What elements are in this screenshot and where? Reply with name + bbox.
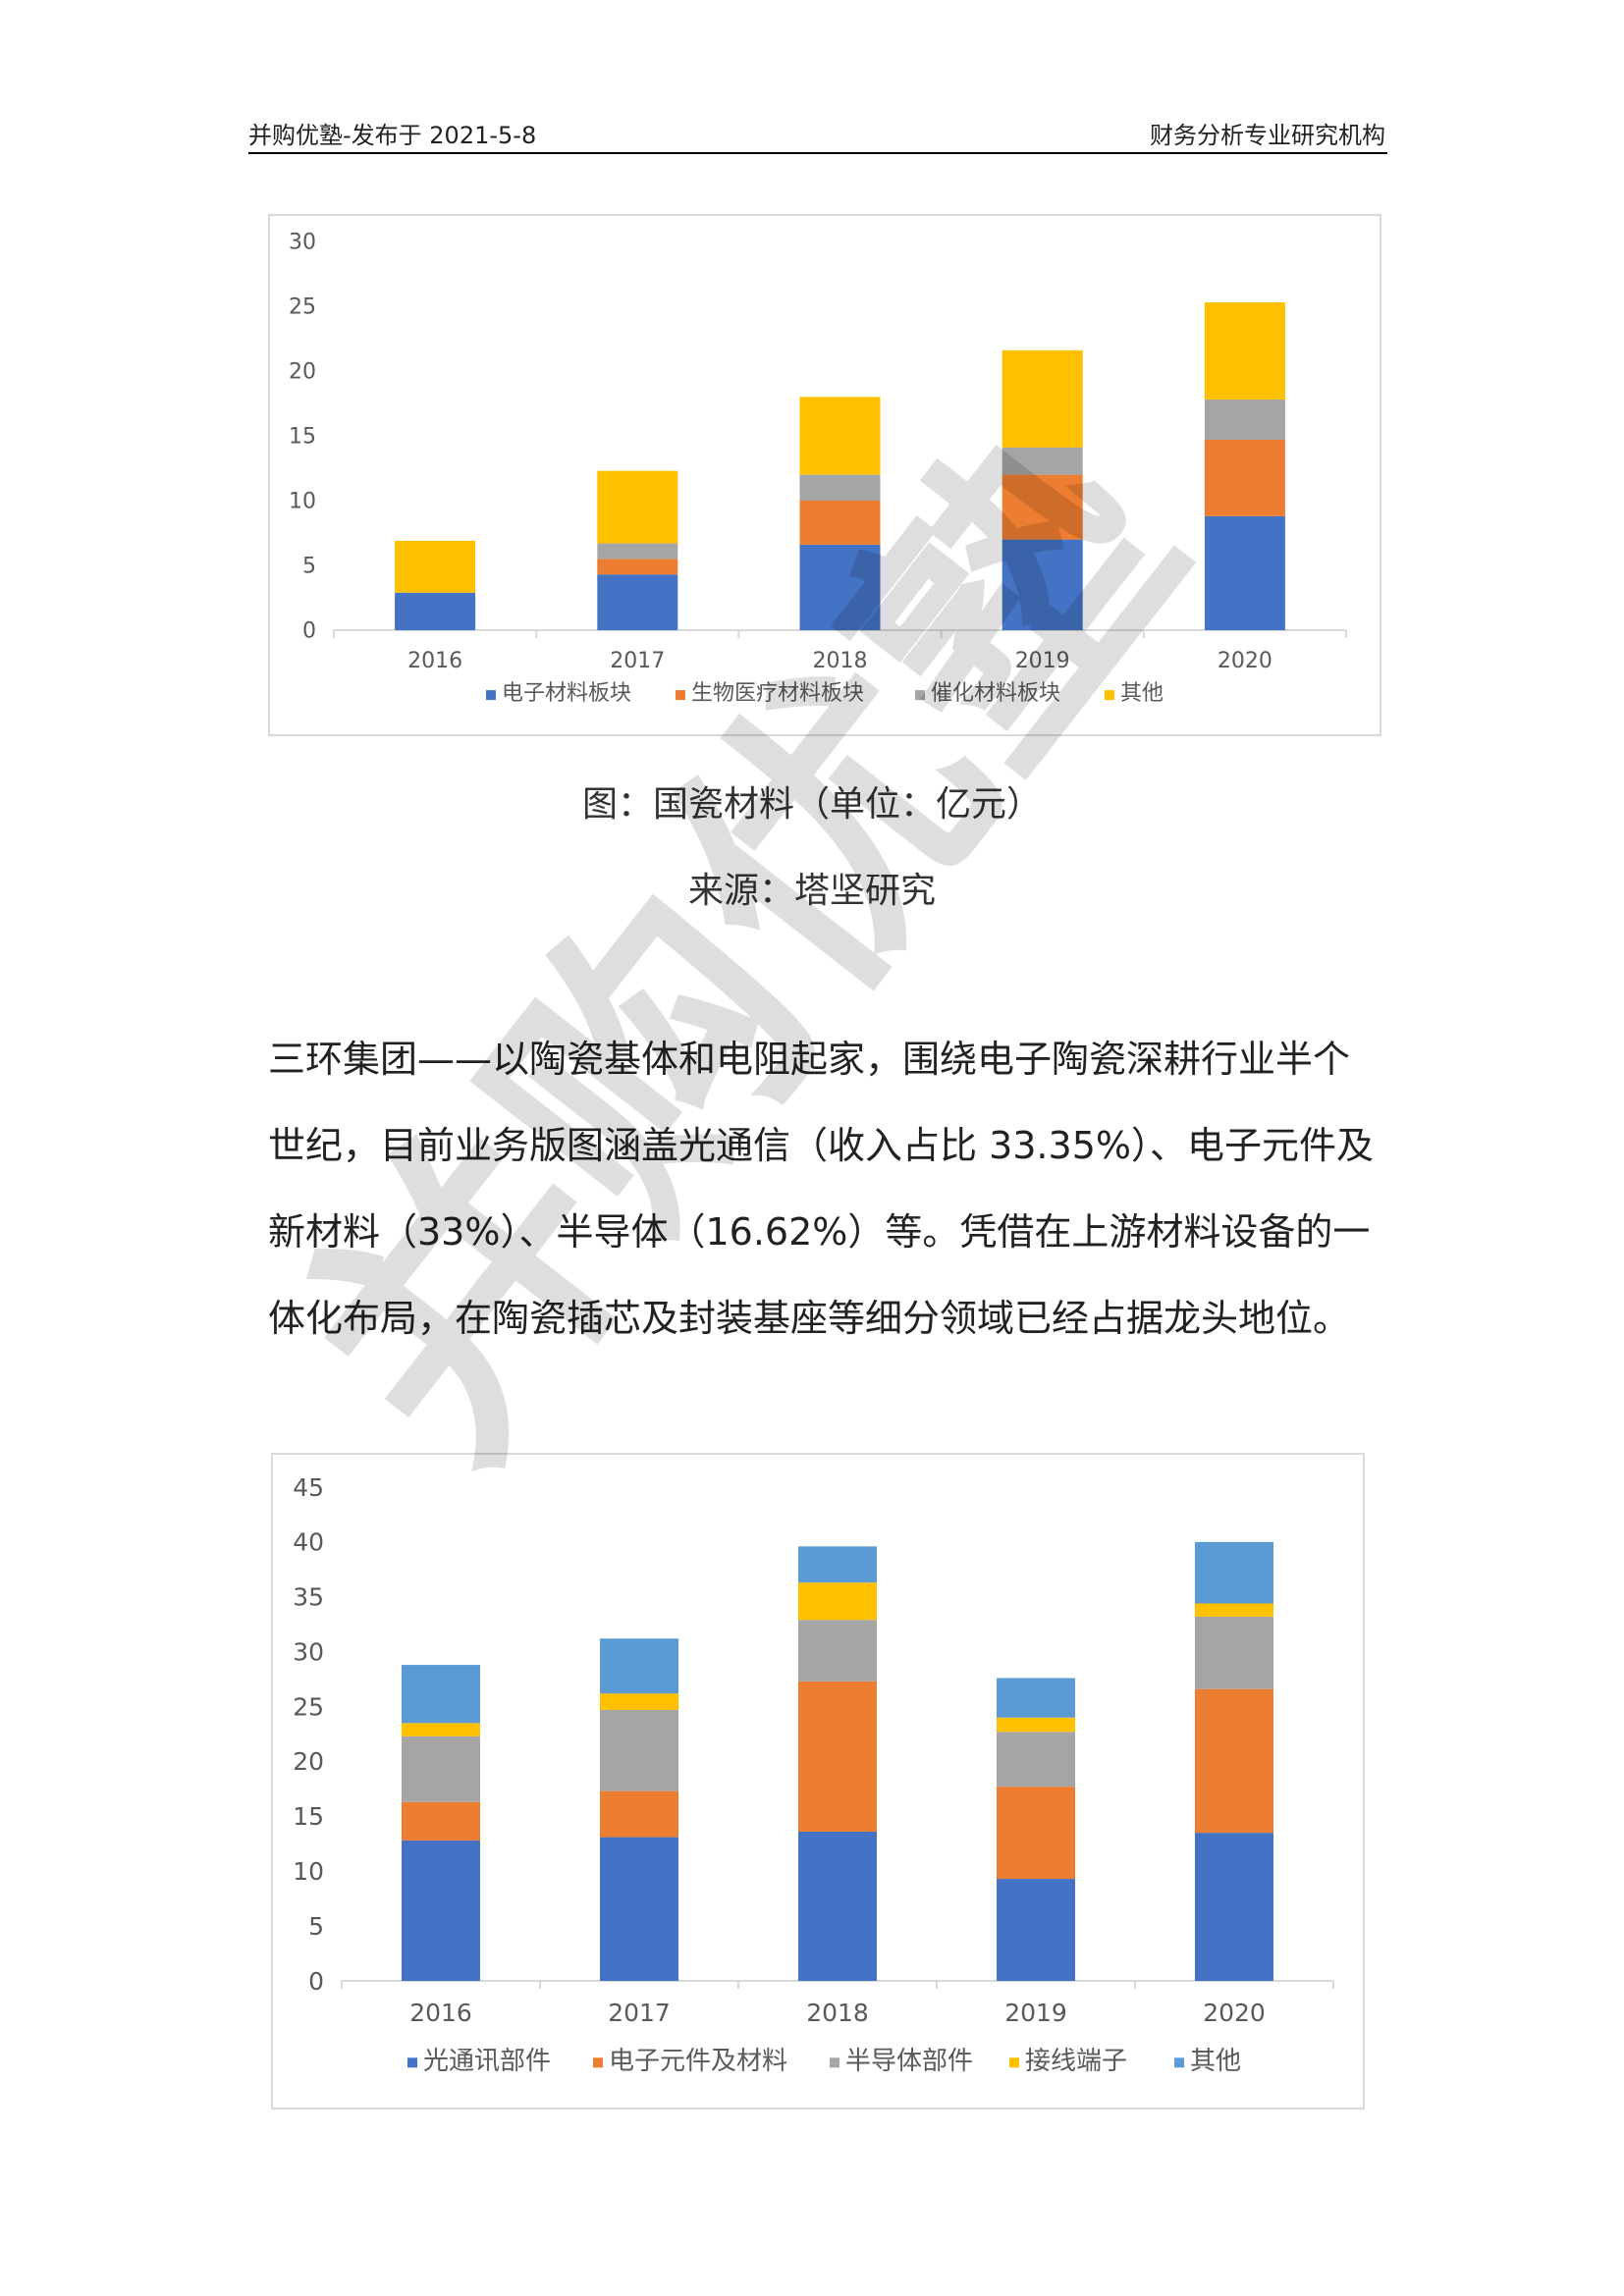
bar-segment <box>597 559 678 575</box>
y-tick-label: 25 <box>293 1692 324 1721</box>
bar-segment <box>997 1787 1075 1880</box>
bar-segment <box>798 1681 877 1832</box>
bar-segment <box>997 1732 1075 1788</box>
y-tick-label: 40 <box>293 1528 324 1557</box>
bar-segment <box>798 1582 877 1621</box>
chart-guoci-revenue: 0 5 10 15 20 25 30 2016 2017 2018 2019 2020 电子材料板块 生物… <box>268 214 1381 736</box>
bar-segment <box>997 1678 1075 1718</box>
bar-segment <box>402 1665 480 1724</box>
y-tick-label: 10 <box>293 1857 324 1886</box>
legend-label: 接线端子 <box>1025 2047 1127 2076</box>
x-tick-label: 2018 <box>813 649 868 673</box>
bar-segment <box>997 1717 1075 1733</box>
bar-segment <box>600 1693 678 1710</box>
bar-segment <box>1195 1833 1273 1981</box>
bar-segment <box>600 1709 678 1791</box>
y-tick-label: 30 <box>289 231 316 255</box>
x-tick-label: 2020 <box>1218 649 1272 673</box>
bar-segment <box>799 544 881 630</box>
bar-segment <box>600 1790 678 1838</box>
body-paragraph: 三环集团——以陶瓷基体和电阻起家，围绕电子陶瓷深耕行业半个世纪，目前业务版图涵盖… <box>268 1016 1378 1362</box>
bar-segment <box>1204 515 1285 630</box>
legend-label: 生物医疗材料板块 <box>691 681 864 706</box>
bar-segment <box>798 1831 877 1981</box>
legend-label: 光通讯部件 <box>423 2047 551 2076</box>
bar-segment <box>799 474 881 501</box>
bar-segment <box>1195 1616 1273 1689</box>
y-tick-label: 15 <box>289 425 316 450</box>
y-tick-label: 20 <box>293 1747 324 1776</box>
bar-segment <box>798 1620 877 1682</box>
x-tick-label: 2019 <box>1004 1999 1067 2027</box>
bar-segment <box>402 1735 480 1802</box>
legend-label: 催化材料板块 <box>931 681 1060 706</box>
bar-segment <box>597 543 678 560</box>
bar-segment <box>1195 1541 1273 1604</box>
bar-segment <box>1001 349 1083 448</box>
bar-segment <box>597 574 678 630</box>
y-tick-label: 0 <box>302 619 316 644</box>
bar-segment <box>1195 1688 1273 1834</box>
legend-label: 半导体部件 <box>845 2047 973 2076</box>
y-tick-label: 20 <box>289 360 316 385</box>
bar-segment <box>1204 400 1285 440</box>
x-tick-label: 2016 <box>407 649 462 673</box>
header-divider <box>248 152 1387 154</box>
legend-label: 其他 <box>1120 681 1164 706</box>
bar-segment <box>600 1837 678 1981</box>
bar-segment <box>1001 447 1083 475</box>
legend-swatch <box>407 2057 417 2068</box>
x-tick-label: 2016 <box>409 1999 472 2027</box>
x-tick-label: 2019 <box>1015 649 1070 673</box>
legend-swatch <box>1009 2057 1019 2068</box>
legend-label: 电子元件及材料 <box>609 2047 787 2076</box>
y-tick-label: 5 <box>308 1912 324 1941</box>
legend-swatch <box>676 690 685 701</box>
page-header-left: 并购优塾-发布于 2021-5-8 <box>248 122 537 149</box>
bar-segment <box>1001 539 1083 630</box>
legend-swatch <box>915 690 925 701</box>
legend-swatch <box>486 690 496 701</box>
y-tick-label: 10 <box>289 490 316 514</box>
x-tick-label: 2018 <box>806 1999 869 2027</box>
legend-swatch <box>593 2057 603 2068</box>
bar-segment <box>1204 439 1285 516</box>
bar-segment <box>597 470 678 544</box>
bar-segment <box>1204 302 1285 400</box>
bar-segment <box>799 397 881 475</box>
bar-segment <box>402 1801 480 1841</box>
chart-sanhuan-revenue: 0 5 10 15 20 25 30 35 40 45 2016 2017 2018 2019 2020 光通… <box>271 1453 1365 2109</box>
bar-segment <box>395 540 476 593</box>
figure-source: 来源：塔坚研究 <box>687 871 936 911</box>
figure-caption: 图：国瓷材料（单位：亿元） <box>581 784 1042 825</box>
bar-segment <box>997 1879 1075 1981</box>
y-tick-label: 45 <box>293 1473 324 1502</box>
bar-segment <box>395 592 476 630</box>
bar-segment <box>402 1723 480 1736</box>
bar-segment <box>600 1638 678 1694</box>
legend-swatch <box>830 2057 839 2068</box>
y-tick-label: 15 <box>293 1802 324 1831</box>
legend-label: 电子材料板块 <box>502 681 631 706</box>
bar-segment <box>1195 1603 1273 1617</box>
x-tick-label: 2020 <box>1203 1999 1266 2027</box>
legend-swatch <box>1105 690 1114 701</box>
legend-swatch <box>1174 2057 1184 2068</box>
x-tick-label: 2017 <box>610 649 665 673</box>
x-tick-label: 2017 <box>608 1999 671 2027</box>
bar-segment <box>798 1546 877 1583</box>
y-tick-label: 25 <box>289 295 316 320</box>
y-tick-label: 0 <box>308 1967 324 1996</box>
page-header-right: 财务分析专业研究机构 <box>1150 122 1385 149</box>
y-tick-label: 5 <box>302 555 316 579</box>
paragraph-text: 三环集团——以陶瓷基体和电阻起家，围绕电子陶瓷深耕行业半个世纪，目前业务版图涵盖… <box>268 1038 1374 1340</box>
bar-segment <box>1001 474 1083 540</box>
bar-segment <box>799 501 881 545</box>
bar-segment <box>402 1840 480 1981</box>
y-tick-label: 35 <box>293 1583 324 1612</box>
legend-label: 其他 <box>1190 2047 1241 2076</box>
y-tick-label: 30 <box>293 1637 324 1666</box>
